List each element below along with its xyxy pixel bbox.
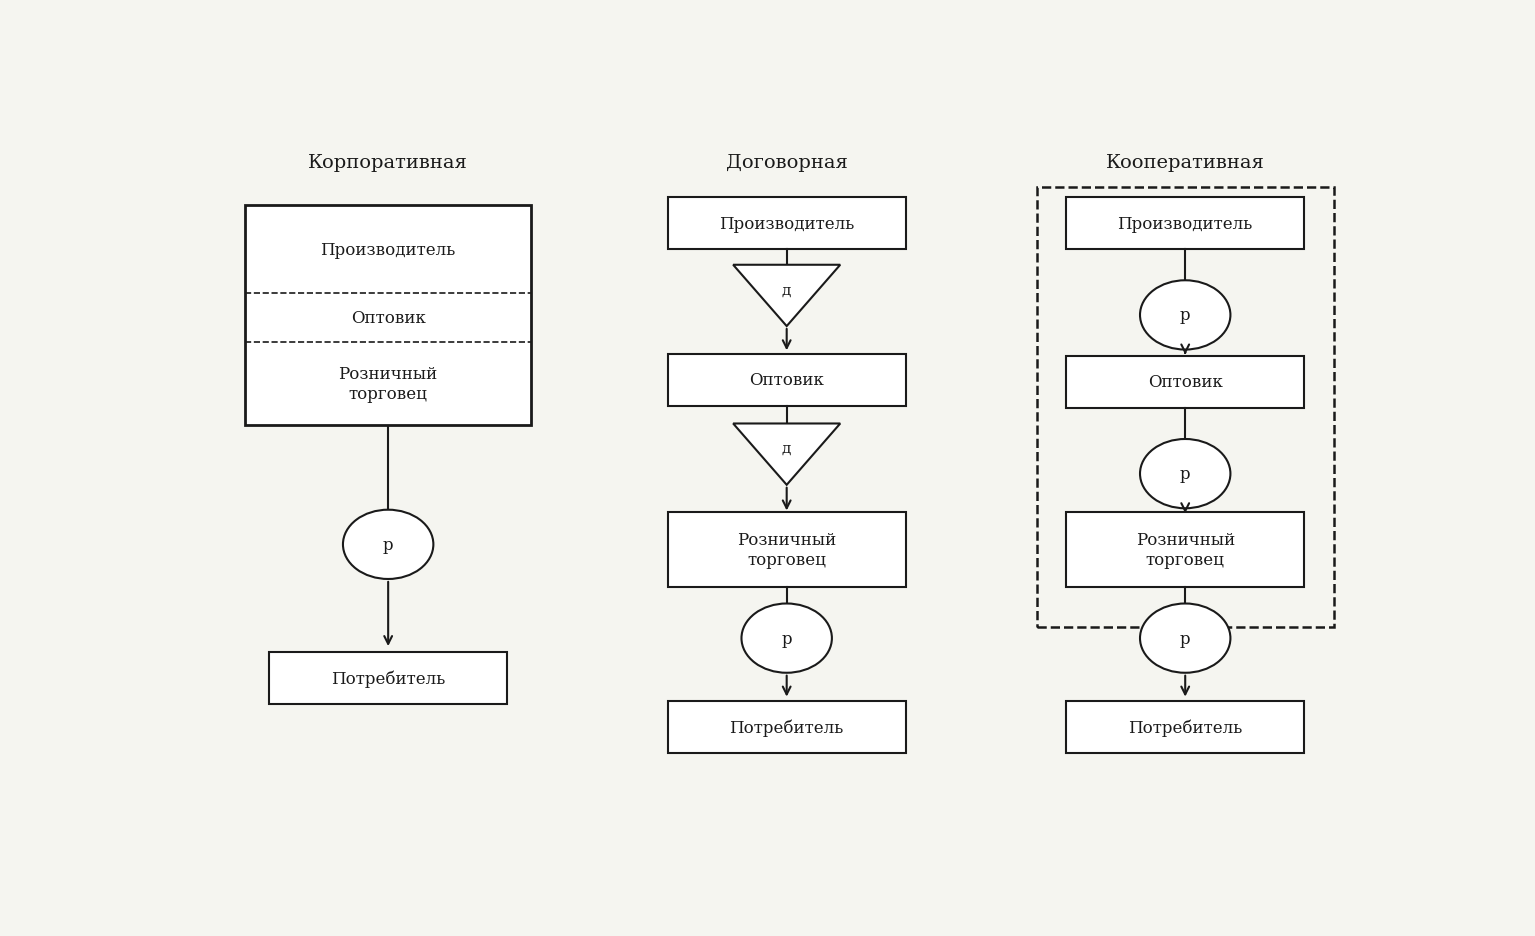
Bar — [668, 355, 906, 406]
Polygon shape — [734, 424, 840, 485]
Bar — [1067, 198, 1305, 250]
Text: Договорная: Договорная — [726, 154, 847, 172]
Bar — [668, 198, 906, 250]
Text: Потребитель: Потребитель — [332, 669, 445, 687]
Text: р: р — [1180, 465, 1191, 483]
Bar — [1036, 188, 1334, 628]
Text: р: р — [382, 536, 393, 553]
Text: Оптовик: Оптовик — [1148, 374, 1223, 391]
Text: д: д — [781, 283, 792, 297]
Text: Производитель: Производитель — [1117, 215, 1253, 232]
Text: Потребитель: Потребитель — [729, 718, 844, 736]
Text: Розничный
торговец: Розничный торговец — [737, 532, 837, 568]
Bar — [668, 701, 906, 753]
Text: Потребитель: Потребитель — [1128, 718, 1242, 736]
Text: р: р — [1180, 630, 1191, 647]
Bar — [1067, 701, 1305, 753]
Text: Оптовик: Оптовик — [749, 372, 824, 389]
Polygon shape — [734, 266, 840, 327]
Text: р: р — [781, 630, 792, 647]
Text: Корпоративная: Корпоративная — [309, 154, 468, 172]
Bar — [246, 206, 531, 426]
Ellipse shape — [1141, 440, 1231, 509]
Bar — [269, 652, 507, 704]
Bar — [1067, 357, 1305, 408]
Text: д: д — [781, 442, 792, 456]
Text: Оптовик: Оптовик — [350, 310, 425, 327]
Text: Производитель: Производитель — [718, 215, 855, 232]
Bar — [1067, 512, 1305, 588]
Ellipse shape — [741, 604, 832, 673]
Ellipse shape — [1141, 604, 1231, 673]
Text: Розничный
торговец: Розничный торговец — [1136, 532, 1234, 568]
Bar — [668, 512, 906, 588]
Text: р: р — [1180, 307, 1191, 324]
Ellipse shape — [342, 510, 433, 579]
Text: Розничный
торговец: Розничный торговец — [339, 366, 437, 402]
Text: Производитель: Производитель — [321, 241, 456, 258]
Text: Кооперативная: Кооперативная — [1105, 154, 1265, 172]
Ellipse shape — [1141, 281, 1231, 350]
